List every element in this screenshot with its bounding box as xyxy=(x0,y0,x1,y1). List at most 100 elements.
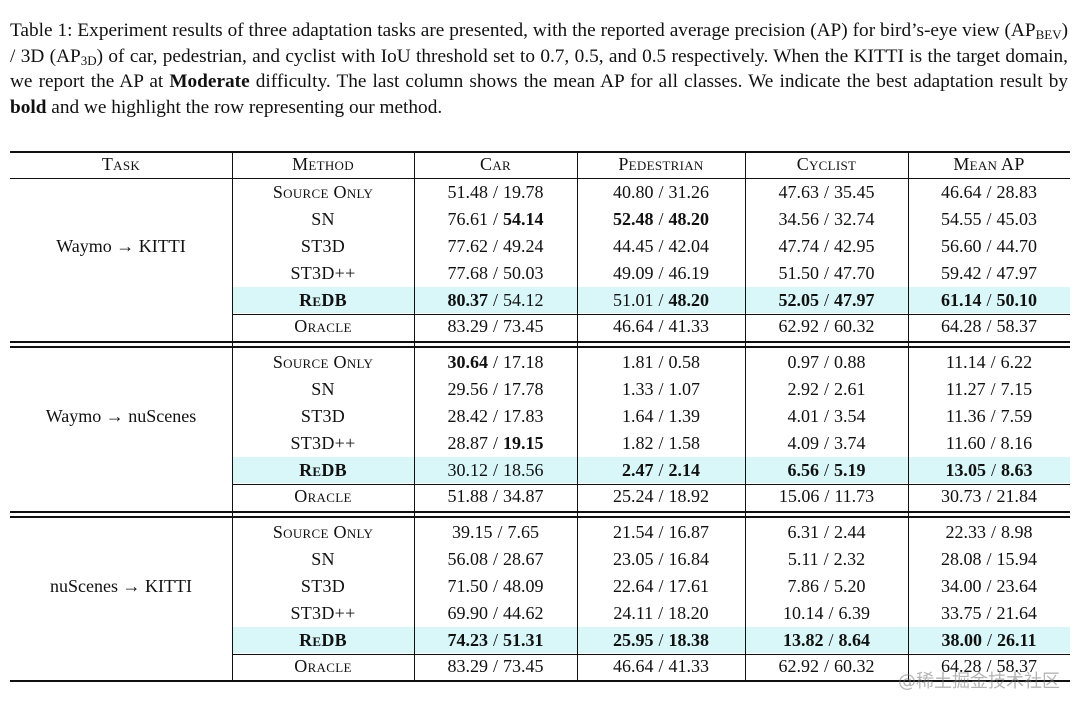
method-name: Oracle xyxy=(294,486,352,507)
ap-value: 11.73 xyxy=(834,486,875,507)
ap-value: 1.39 xyxy=(668,405,701,426)
ap-value: 13.82 xyxy=(782,629,824,650)
ap-value: 28.08 xyxy=(940,548,982,569)
result-cell: 4.09/3.74 xyxy=(745,430,908,457)
ap-value: 41.33 xyxy=(668,316,710,337)
rule xyxy=(10,516,1070,518)
ap-value: 58.37 xyxy=(996,656,1038,677)
separator: / xyxy=(658,208,664,229)
result-cell: 38.00/26.11 xyxy=(908,627,1070,654)
result-cell: 23.05/16.84 xyxy=(577,546,745,573)
result-cell: 21.54/16.87 xyxy=(577,519,745,546)
ap-value: 40.80 xyxy=(612,181,654,202)
ap-value: 42.95 xyxy=(834,235,875,256)
caption-text: Table 1: Experiment results of three ada… xyxy=(10,20,1036,41)
separator: / xyxy=(492,181,498,202)
ap-value: 25.24 xyxy=(612,486,654,507)
caption-text: difficulty. The last column shows the me… xyxy=(249,71,1069,93)
ap-value: 51.31 xyxy=(503,629,544,650)
method-name: ST3D++ xyxy=(290,432,356,453)
ap-value: 10.14 xyxy=(782,602,824,623)
ap-value: 34.87 xyxy=(503,486,544,507)
ap-value: 2.14 xyxy=(668,459,701,480)
ap-value: 6.22 xyxy=(1000,351,1033,372)
ap-value: 52.48 xyxy=(612,208,654,229)
ap-value: 59.42 xyxy=(940,262,982,283)
separator: / xyxy=(492,405,498,426)
separator: / xyxy=(492,575,498,596)
rule xyxy=(10,341,1070,343)
ap-value: 15.94 xyxy=(996,548,1038,569)
ap-value: 62.92 xyxy=(778,656,819,677)
separator: / xyxy=(658,486,664,507)
ap-value: 13.05 xyxy=(945,459,986,480)
rule xyxy=(232,483,1070,485)
ap-value: 51.50 xyxy=(778,262,819,283)
separator: / xyxy=(492,432,498,453)
method-name: Source Only xyxy=(272,351,374,372)
ap-value: 2.44 xyxy=(834,521,866,542)
separator: / xyxy=(986,602,992,623)
ap-value: 60.32 xyxy=(834,656,875,677)
rule xyxy=(414,151,415,681)
separator: / xyxy=(986,629,992,650)
ap-value: 47.63 xyxy=(778,181,819,202)
separator: / xyxy=(658,656,664,677)
rule xyxy=(10,346,1070,348)
result-cell: 13.05/8.63 xyxy=(908,457,1070,484)
separator: / xyxy=(658,575,664,596)
ap-value: 56.60 xyxy=(940,235,982,256)
separator: / xyxy=(492,459,498,480)
ap-value: 50.03 xyxy=(503,262,544,283)
ap-value: 17.18 xyxy=(503,351,544,372)
caption: Table 1: Experiment results of three ada… xyxy=(10,18,1068,120)
method-name: Source Only xyxy=(272,181,374,202)
result-cell: 44.45/42.04 xyxy=(577,233,745,260)
ap-value: 25.95 xyxy=(612,629,654,650)
rule xyxy=(232,151,233,681)
rule xyxy=(232,313,1070,315)
ap-value: 47.74 xyxy=(778,235,819,256)
ap-value: 5.20 xyxy=(834,575,866,596)
separator: / xyxy=(492,316,498,337)
separator: / xyxy=(658,289,664,310)
result-cell: 30.73/21.84 xyxy=(908,484,1070,511)
separator: / xyxy=(828,629,834,650)
result-cell: 51.50/47.70 xyxy=(745,260,908,287)
result-cell: 15.06/11.73 xyxy=(745,484,908,511)
method-name: ST3D xyxy=(300,575,346,596)
ap-value: 49.24 xyxy=(503,235,544,256)
result-cell: 4.01/3.54 xyxy=(745,403,908,430)
ap-value: 11.27 xyxy=(945,378,986,399)
ap-value: 24.11 xyxy=(613,602,654,623)
ap-value: 2.32 xyxy=(833,548,866,569)
result-cell: 1.64/1.39 xyxy=(577,403,745,430)
ap-value: 69.90 xyxy=(447,602,488,623)
ap-value: 61.14 xyxy=(940,289,982,310)
method-name: ReDB xyxy=(299,629,347,650)
separator: / xyxy=(986,575,992,596)
result-cell: 54.55/45.03 xyxy=(908,206,1070,233)
caption-text: 3D xyxy=(80,52,97,68)
separator: / xyxy=(986,208,992,229)
ap-value: 44.70 xyxy=(996,235,1038,256)
separator: / xyxy=(492,629,498,650)
ap-value: 28.87 xyxy=(447,432,488,453)
result-cell: 46.64/41.33 xyxy=(577,654,745,681)
result-cell: 39.15/7.65 xyxy=(414,519,577,546)
result-cell: 71.50/48.09 xyxy=(414,573,577,600)
result-cell: 25.95/18.38 xyxy=(577,627,745,654)
ap-value: 41.33 xyxy=(668,656,710,677)
separator: / xyxy=(658,459,664,480)
result-cell: 69.90/44.62 xyxy=(414,600,577,627)
ap-value: 15.06 xyxy=(778,486,820,507)
ap-value: 64.28 xyxy=(940,656,982,677)
result-cell: 83.29/73.45 xyxy=(414,314,577,341)
method-name: ST3D++ xyxy=(290,602,356,623)
ap-value: 48.09 xyxy=(503,575,544,596)
ap-value: 6.56 xyxy=(787,459,819,480)
result-cell: 1.82/1.58 xyxy=(577,430,745,457)
ap-value: 50.10 xyxy=(996,289,1038,310)
ap-value: 51.48 xyxy=(447,181,488,202)
